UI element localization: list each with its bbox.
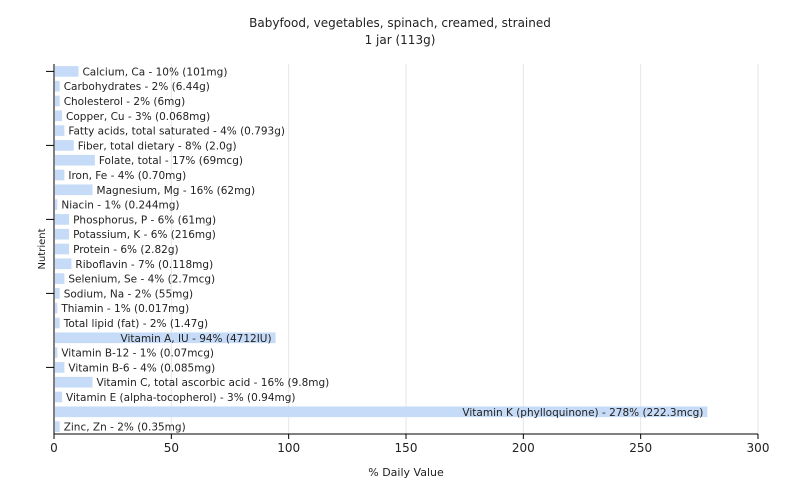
- bar-label: Vitamin B-6 - 4% (0.085mg): [68, 362, 215, 374]
- x-tick-label: 250: [629, 441, 652, 455]
- x-tick-label: 0: [50, 441, 58, 455]
- bar-label: Carbohydrates - 2% (6.44g): [64, 81, 210, 93]
- y-axis-title: Nutrient: [37, 228, 48, 269]
- bar: [55, 80, 60, 92]
- bar-label: Iron, Fe - 4% (0.70mg): [68, 170, 186, 182]
- bar-label: Potassium, K - 6% (216mg): [73, 229, 216, 241]
- bar-label: Vitamin B-12 - 1% (0.07mcg): [61, 348, 214, 360]
- bar: [55, 376, 93, 388]
- x-axis-title: % Daily Value: [368, 466, 444, 479]
- bar: [55, 154, 95, 166]
- bar: [55, 66, 79, 77]
- bar: [55, 421, 60, 432]
- bar: [55, 95, 60, 107]
- bar-label: Magnesium, Mg - 16% (62mg): [97, 185, 256, 197]
- x-tick-label: 150: [395, 441, 418, 455]
- bar-label: Niacin - 1% (0.244mg): [61, 200, 179, 212]
- bar-label: Copper, Cu - 3% (0.068mg): [66, 111, 210, 123]
- x-tick-label: 100: [277, 441, 300, 455]
- bar-label: Cholesterol - 2% (6mg): [64, 96, 186, 108]
- bar-label: Calcium, Ca - 10% (101mg): [82, 66, 227, 78]
- bar: [55, 317, 60, 329]
- bar: [55, 169, 65, 181]
- x-tick-label: 200: [512, 441, 535, 455]
- bar-label: Protein - 6% (2.82g): [73, 244, 179, 256]
- bar: [55, 199, 58, 210]
- bar: [55, 184, 93, 196]
- bar-label: Vitamin C, total ascorbic acid - 16% (9.…: [97, 377, 330, 389]
- bar: [55, 214, 70, 225]
- bar-label: Total lipid (fat) - 2% (1.47g): [63, 318, 208, 330]
- bar: [55, 288, 60, 299]
- bar: [55, 347, 58, 358]
- bar: [55, 228, 70, 240]
- bar-label: Vitamin E (alpha-tocopherol) - 3% (0.94m…: [66, 392, 296, 404]
- bar-label: Phosphorus, P - 6% (61mg): [73, 214, 216, 226]
- chart-title: Babyfood, vegetables, spinach, creamed, …: [249, 16, 551, 30]
- bar-label: Vitamin K (phylloquinone) - 278% (222.3m…: [462, 407, 703, 419]
- bar: [55, 258, 72, 270]
- bar: [55, 140, 74, 151]
- bar: [55, 110, 63, 122]
- bar-label: Thiamin - 1% (0.017mg): [60, 303, 189, 315]
- bar: [55, 302, 58, 314]
- x-tick-label: 300: [747, 441, 770, 455]
- chart-subtitle: 1 jar (113g): [364, 33, 436, 47]
- bar-label: Selenium, Se - 4% (2.7mcg): [68, 274, 215, 286]
- x-tick-label: 50: [164, 441, 179, 455]
- bar: [55, 391, 63, 403]
- bar-label: Fatty acids, total saturated - 4% (0.793…: [68, 126, 285, 138]
- bar-label: Riboflavin - 7% (0.118mg): [75, 259, 213, 271]
- bar: [55, 332, 276, 344]
- bar-label: Vitamin A, IU - 94% (4712IU): [121, 333, 272, 345]
- bar: [55, 243, 70, 255]
- bar-label: Sodium, Na - 2% (55mg): [64, 288, 193, 300]
- bar: [55, 273, 65, 284]
- bar: [55, 362, 65, 373]
- bar: [55, 406, 708, 418]
- bar-label: Zinc, Zn - 2% (0.35mg): [64, 422, 186, 434]
- bar: [55, 125, 65, 136]
- bar-label: Folate, total - 17% (69mcg): [99, 155, 243, 167]
- bar-label: Fiber, total dietary - 8% (2.0g): [78, 140, 237, 152]
